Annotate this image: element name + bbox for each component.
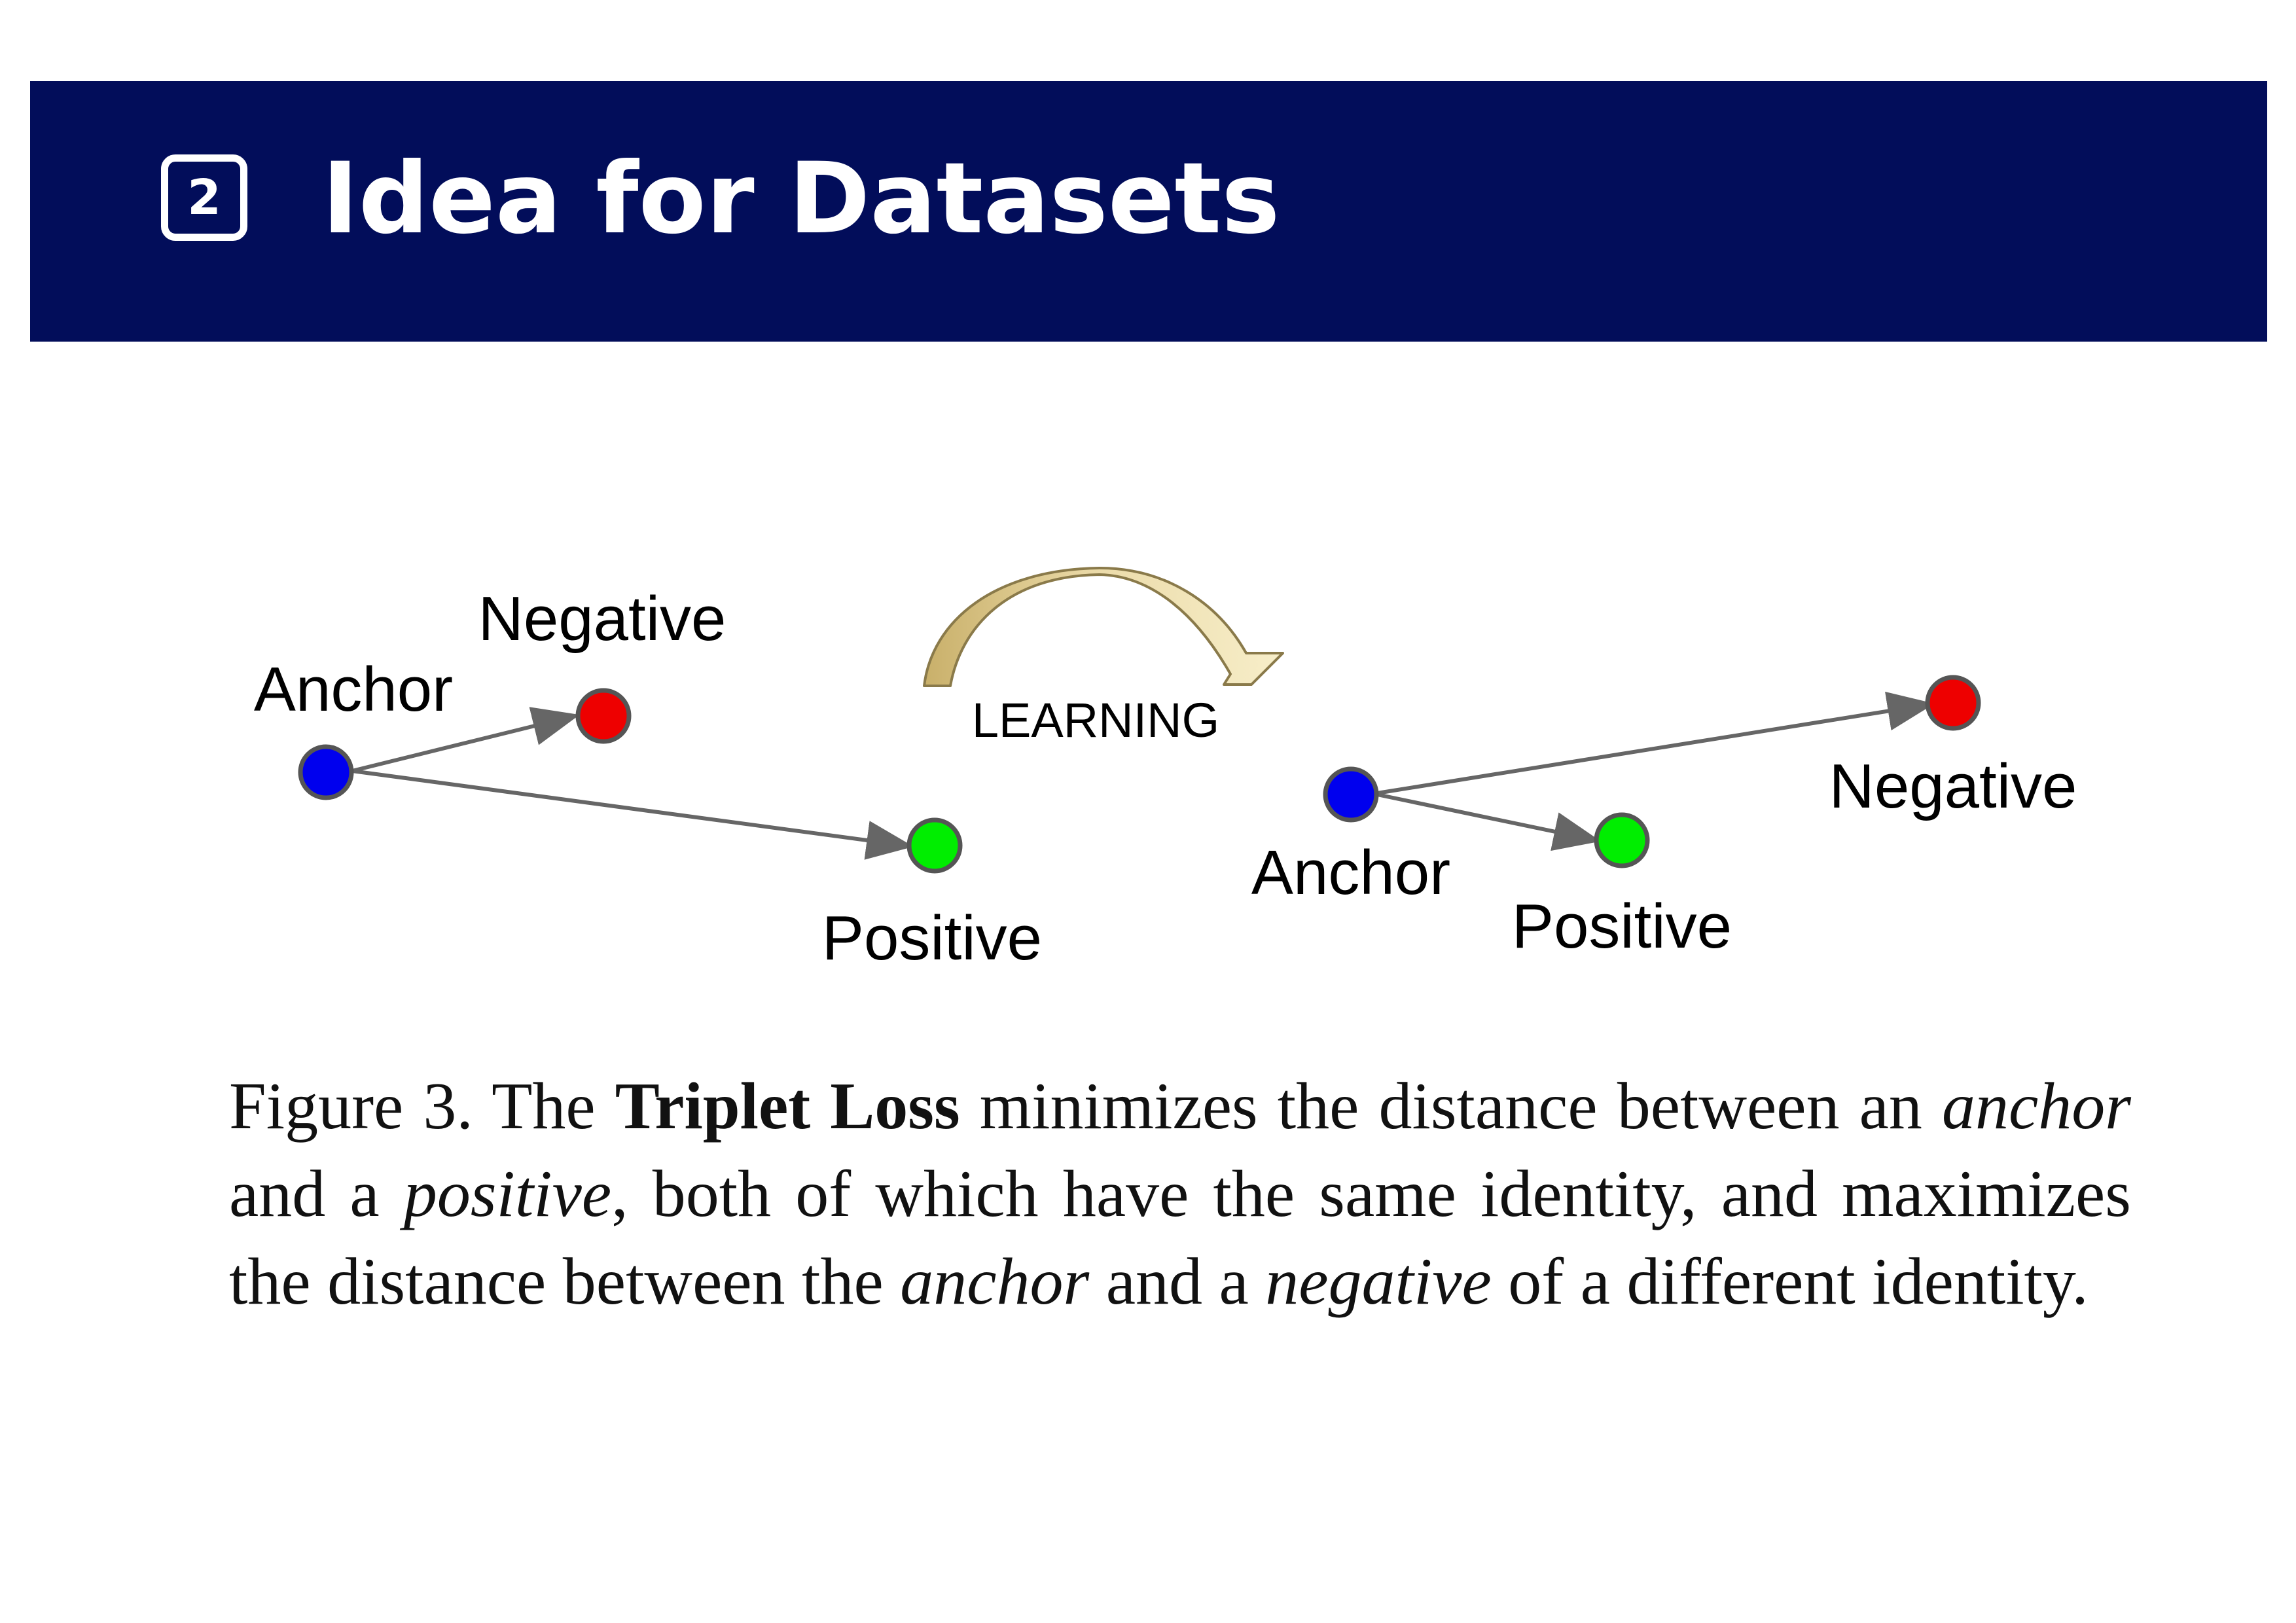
- negative-node-before: [575, 688, 632, 744]
- arrow-anchor-to-negative-after: [1376, 691, 1935, 795]
- caption-italic-anchor-1: anchor: [1942, 1069, 2131, 1143]
- header-band: [30, 81, 2267, 342]
- positive-node-after: [1594, 812, 1650, 868]
- caption-bold-term: Triplet Loss: [615, 1069, 960, 1143]
- figure-caption: Figure 3. The Triplet Loss minimizes the…: [229, 1063, 2131, 1326]
- negative-label-before: Negative: [478, 584, 726, 654]
- caption-text-6: of a different identity.: [1491, 1245, 2089, 1319]
- slide-title: Idea for Datasets: [322, 142, 1280, 256]
- negative-label-after: Negative: [1829, 751, 2077, 821]
- negative-node-after: [1925, 675, 1981, 731]
- caption-text-2: minimizes the distance between an: [960, 1069, 1943, 1143]
- caption-italic-negative: negative: [1265, 1245, 1492, 1319]
- arrow-anchor-to-positive-before: [351, 769, 914, 860]
- learning-label: LEARNING: [972, 693, 1219, 747]
- anchor-label-before: Anchor: [254, 654, 453, 724]
- arrow-anchor-to-negative-before: [351, 707, 580, 773]
- caption-italic-positive: positive: [403, 1157, 612, 1231]
- caption-text-1: Figure 3. The: [229, 1069, 615, 1143]
- caption-text-5: and a: [1089, 1245, 1266, 1319]
- anchor-node-after: [1323, 766, 1379, 823]
- section-number-badge: 2: [161, 154, 247, 241]
- caption-text-4: , both of which have the same identity, …: [229, 1157, 2131, 1319]
- caption-italic-anchor-2: anchor: [900, 1245, 1090, 1319]
- anchor-label-after: Anchor: [1251, 838, 1450, 908]
- positive-label-after: Positive: [1512, 891, 1732, 961]
- positive-label-before: Positive: [822, 903, 1042, 973]
- arrow-anchor-to-positive-after: [1376, 793, 1601, 851]
- positive-node-before: [906, 817, 963, 874]
- caption-text-3: and a: [229, 1157, 404, 1231]
- learning-curved-arrow: [923, 567, 1284, 687]
- anchor-node-before: [298, 744, 354, 800]
